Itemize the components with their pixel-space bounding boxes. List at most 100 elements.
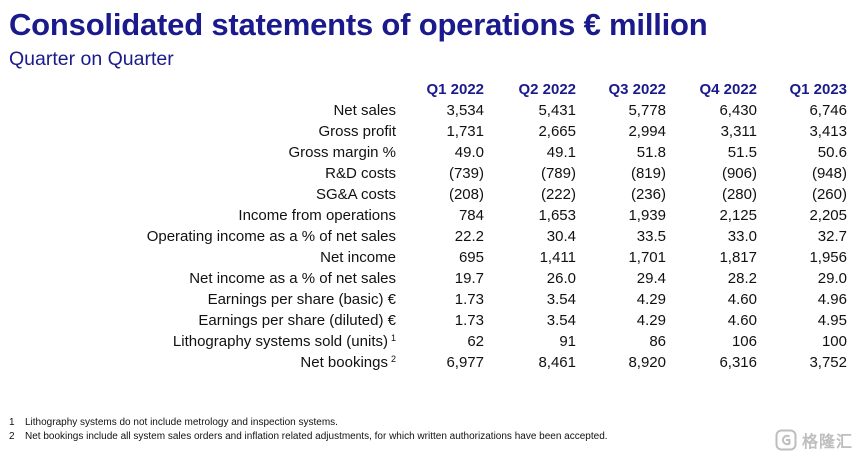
row-label-text: Gross margin % [288, 144, 396, 161]
table-cell: 3.54 [546, 312, 576, 329]
table-row: Gross profit 1,731 2,665 2,994 3,311 3,413 [0, 121, 847, 142]
table-row: SG&A costs (208) (222) (236) (280) (260) [0, 184, 847, 205]
row-label-text: Net income as a % of net sales [189, 270, 396, 287]
table-cell: 33.5 [636, 228, 666, 245]
table-cell: (260) [811, 186, 847, 203]
row-label-text: Earnings per share (diluted) € [198, 312, 396, 329]
table-cell: 4.60 [727, 291, 757, 308]
table-cell: (789) [540, 165, 576, 182]
table-cell: 49.1 [546, 144, 576, 161]
table-cell: 100 [821, 333, 847, 350]
footnote-ref: 2 [390, 354, 396, 364]
table-cell: 4.96 [817, 291, 847, 308]
table-row: Net sales 3,534 5,431 5,778 6,430 6,746 [0, 100, 847, 121]
table-body: Net sales 3,534 5,431 5,778 6,430 6,746 Gross … [0, 100, 847, 373]
table-cell: (906) [721, 165, 757, 182]
table-cell: (236) [630, 186, 666, 203]
footnote-number: 1 [9, 417, 15, 428]
header-label-spacer [0, 79, 396, 100]
table-cell: (739) [448, 165, 484, 182]
table-row: Operating income as a % of net sales 22.2… [0, 226, 847, 247]
table-header-row: Q1 2022 Q2 2022 Q3 2022 Q4 2022 Q1 2023 [0, 79, 847, 100]
row-label-text: Net income [320, 249, 396, 266]
table-cell: 19.7 [454, 270, 484, 287]
table-row: Lithography systems sold (units) 1 62 91 86 1… [0, 331, 847, 352]
table-cell: 1.73 [454, 291, 484, 308]
table-cell: (208) [448, 186, 484, 203]
row-label: Lithography systems sold (units) 1 [0, 331, 396, 352]
table-cell: 3.54 [546, 291, 576, 308]
table-cell: 5,778 [628, 102, 666, 119]
table-cell: 86 [649, 333, 666, 350]
table-cell: 4.95 [817, 312, 847, 329]
table-cell: 4.29 [636, 312, 666, 329]
table-cell: (280) [721, 186, 757, 203]
row-label-text: R&D costs [325, 165, 396, 182]
row-label: Income from operations [0, 205, 396, 226]
footnote-text: Net bookings include all system sales or… [25, 430, 608, 442]
table-cell: 1,701 [628, 249, 666, 266]
table-cell: 6,977 [446, 354, 484, 371]
row-label: Net income as a % of net sales [0, 268, 396, 289]
table-row: Net bookings 2 6,977 8,461 8,920 6,316 3,752 [0, 352, 847, 373]
table-cell: 33.0 [727, 228, 757, 245]
table-cell: 3,413 [809, 123, 847, 140]
table-cell: 28.2 [727, 270, 757, 287]
table-cell: 8,461 [538, 354, 576, 371]
table-cell: 106 [731, 333, 757, 350]
gelonghui-logo-icon [775, 429, 797, 451]
table-cell: 50.6 [817, 144, 847, 161]
page-subtitle: Quarter on Quarter [9, 48, 174, 70]
table-cell: 1,411 [539, 249, 576, 266]
column-header: Q1 2022 [426, 81, 484, 98]
table-cell: 49.0 [454, 144, 484, 161]
row-label-text: Operating income as a % of net sales [146, 228, 396, 245]
row-label: R&D costs [0, 163, 396, 184]
table-cell: 1,939 [628, 207, 666, 224]
table-cell: 1,731 [446, 123, 484, 140]
footnotes: 1 Lithography systems do not include metr… [9, 416, 608, 443]
row-label-text: Gross profit [318, 123, 396, 140]
watermark: 格隆汇 [775, 428, 853, 452]
operations-table: Q1 2022 Q2 2022 Q3 2022 Q4 2022 Q1 2023 … [0, 79, 847, 373]
table-cell: 3,752 [809, 354, 847, 371]
row-label-text: Lithography systems sold (units) [172, 333, 388, 350]
table-cell: 91 [559, 333, 576, 350]
footnote-ref: 1 [390, 333, 396, 343]
page-title: Consolidated statements of operations € … [9, 7, 708, 42]
table-cell: (222) [540, 186, 576, 203]
row-label: SG&A costs [0, 184, 396, 205]
table-cell: 3,534 [446, 102, 484, 119]
row-label: Gross margin % [0, 142, 396, 163]
row-label-text: SG&A costs [315, 186, 396, 203]
table-cell: 2,125 [719, 207, 757, 224]
row-label: Gross profit [0, 121, 396, 142]
row-label: Earnings per share (basic) € [0, 289, 396, 310]
table-cell: (819) [630, 165, 666, 182]
row-label: Net sales [0, 100, 396, 121]
table-cell: 51.8 [636, 144, 666, 161]
table-row: Net income as a % of net sales 19.7 26.0 29… [0, 268, 847, 289]
table-cell: 1,653 [538, 207, 576, 224]
row-label-text: Net sales [333, 102, 396, 119]
row-label: Operating income as a % of net sales [0, 226, 396, 247]
row-label: Net income [0, 247, 396, 268]
table-row: Earnings per share (diluted) € 1.73 3.54 4.… [0, 310, 847, 331]
watermark-text: 格隆汇 [801, 434, 853, 451]
row-label-text: Income from operations [238, 207, 396, 224]
table-cell: 1,817 [719, 249, 757, 266]
table-cell: 6,746 [809, 102, 847, 119]
table-cell: 2,994 [628, 123, 666, 140]
table-cell: 29.0 [817, 270, 847, 287]
table-cell: 5,431 [538, 102, 576, 119]
column-header: Q1 2023 [789, 81, 847, 98]
table-row: R&D costs (739) (789) (819) (906) (948) [0, 163, 847, 184]
footnote: 1 Lithography systems do not include metr… [9, 416, 608, 430]
table-row: Income from operations 784 1,653 1,939 2,125… [0, 205, 847, 226]
footnote: 2 Net bookings include all system sales o… [9, 430, 608, 444]
table-cell: 784 [458, 207, 484, 224]
row-label: Net bookings 2 [0, 352, 396, 373]
footnote-text: Lithography systems do not include metro… [25, 417, 338, 428]
column-header: Q2 2022 [518, 81, 576, 98]
table-cell: 22.2 [454, 228, 484, 245]
